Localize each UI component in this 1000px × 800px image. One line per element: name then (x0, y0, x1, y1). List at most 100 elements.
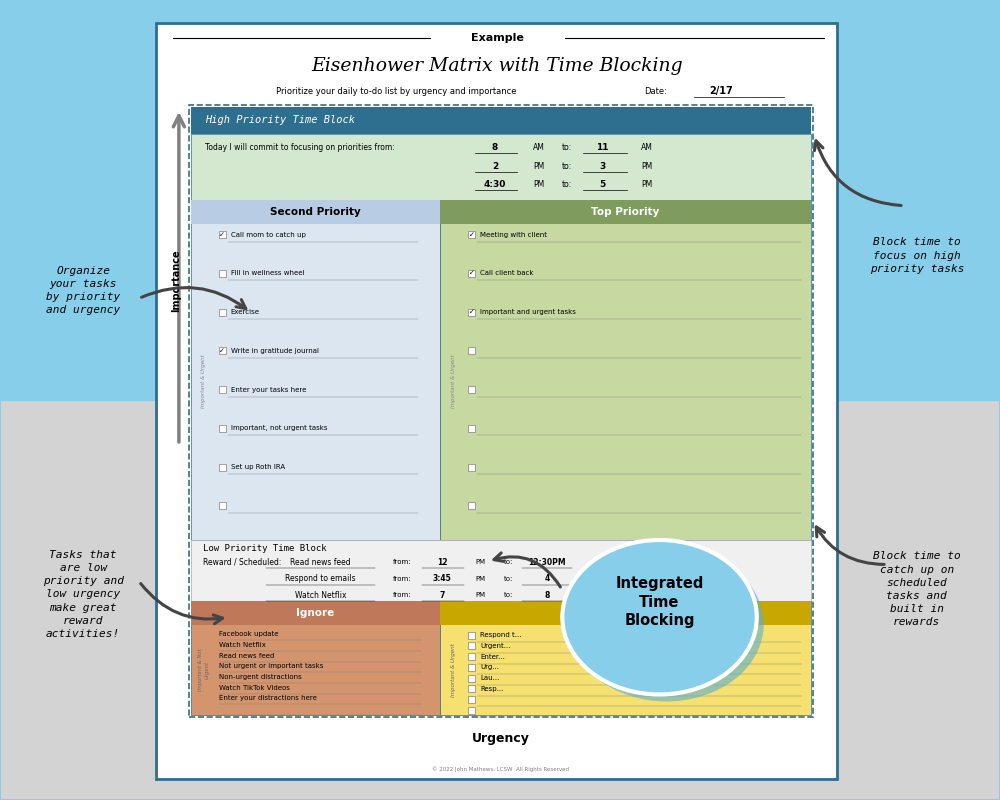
Text: Write in gratitude journal: Write in gratitude journal (231, 348, 319, 354)
Text: 4:30: 4:30 (484, 180, 506, 190)
Ellipse shape (569, 547, 764, 702)
Text: Meeting with client: Meeting with client (480, 231, 547, 238)
Text: 5: 5 (600, 180, 606, 190)
Text: Not urgent or important tasks: Not urgent or important tasks (219, 663, 323, 670)
Bar (156, 23, 837, 778)
Text: © 2022 John Mathews, LCSW  All Rights Reserved: © 2022 John Mathews, LCSW All Rights Res… (432, 766, 568, 771)
Text: 3: 3 (600, 162, 606, 171)
Text: Important, not urgent tasks: Important, not urgent tasks (231, 426, 327, 431)
Text: to:: to: (504, 576, 513, 582)
Ellipse shape (562, 540, 757, 694)
Bar (468, 231, 475, 238)
Text: Ignore: Ignore (296, 608, 335, 618)
Bar (468, 386, 475, 393)
Text: Date:: Date: (645, 86, 667, 95)
Text: ✓: ✓ (219, 348, 225, 354)
Text: 2/17: 2/17 (709, 86, 733, 96)
Text: Schedule for Later: Schedule for Later (571, 608, 680, 618)
Bar (468, 696, 475, 703)
Bar (440, 602, 811, 715)
Text: Eisenhower Matrix with Time Blocking: Eisenhower Matrix with Time Blocking (311, 57, 683, 75)
Bar (468, 706, 475, 714)
Text: AM: AM (533, 143, 545, 152)
Bar (468, 347, 475, 354)
Text: Integrated
Time
Blocking: Integrated Time Blocking (615, 576, 704, 628)
Text: Prioritize your daily to-do list by urgency and importance: Prioritize your daily to-do list by urge… (276, 86, 516, 95)
Bar (191, 134, 811, 200)
Bar (191, 107, 811, 134)
Bar (191, 539, 811, 602)
Text: 8: 8 (544, 591, 550, 600)
Text: High Priority Time Block: High Priority Time Block (205, 115, 355, 126)
Text: Urg...: Urg... (480, 664, 499, 670)
Text: PM: PM (475, 576, 485, 582)
Text: Call client back: Call client back (480, 270, 534, 276)
Bar (468, 632, 475, 638)
Bar (468, 642, 475, 650)
Text: AM: AM (641, 143, 653, 152)
Text: Watch TikTok Videos: Watch TikTok Videos (219, 685, 290, 690)
Text: to:: to: (504, 559, 513, 566)
Bar (191, 200, 440, 539)
Text: 4: 4 (544, 574, 549, 583)
Text: Resp...: Resp... (480, 686, 503, 692)
Bar (191, 602, 440, 626)
Text: PM: PM (580, 592, 590, 598)
Bar (468, 502, 475, 510)
Text: Block time to
focus on high
priority tasks: Block time to focus on high priority tas… (870, 238, 964, 274)
Text: Exercise: Exercise (231, 309, 260, 315)
Text: Enter your tasks here: Enter your tasks here (231, 386, 306, 393)
Text: from:: from: (393, 559, 412, 566)
Text: 7: 7 (439, 591, 445, 600)
Text: Respond t...: Respond t... (480, 632, 522, 638)
Bar (468, 270, 475, 277)
Text: Watch Netflix: Watch Netflix (295, 591, 346, 600)
Text: Set up Roth IRA: Set up Roth IRA (231, 464, 285, 470)
Bar (440, 602, 811, 626)
Text: PM: PM (533, 180, 545, 190)
Bar (440, 200, 811, 539)
Text: ✓: ✓ (469, 270, 475, 276)
Text: PM: PM (533, 162, 545, 171)
Text: Low Priority Time Block: Low Priority Time Block (203, 544, 326, 553)
Text: Second Priority: Second Priority (270, 206, 361, 217)
Text: 11: 11 (596, 143, 609, 152)
Text: PM: PM (641, 180, 652, 190)
Text: Organize
your tasks
by priority
and urgency: Organize your tasks by priority and urge… (46, 266, 120, 315)
Text: 12: 12 (437, 558, 447, 567)
Text: to:: to: (562, 143, 572, 152)
Text: Today I will commit to focusing on priorities from:: Today I will commit to focusing on prior… (205, 143, 395, 152)
Text: Read news feed: Read news feed (219, 653, 274, 658)
Bar (1, 400, 999, 798)
Text: Block time to
catch up on
scheduled
tasks and
built in
rewards: Block time to catch up on scheduled task… (873, 551, 961, 627)
Text: Example: Example (471, 34, 523, 43)
Text: Top Priority: Top Priority (591, 206, 660, 217)
Text: 2: 2 (492, 162, 498, 171)
Bar (219, 425, 226, 432)
Text: Reward / Scheduled:: Reward / Scheduled: (203, 558, 281, 567)
Text: Importance: Importance (171, 249, 181, 312)
Text: Enter your distractions here: Enter your distractions here (219, 695, 317, 702)
Text: PM: PM (580, 576, 590, 582)
Text: 12:30PM: 12:30PM (528, 558, 566, 567)
Text: ✓: ✓ (469, 309, 475, 315)
Text: Fill in wellness wheel: Fill in wellness wheel (231, 270, 304, 276)
Text: ✓: ✓ (469, 231, 475, 238)
Bar (219, 231, 226, 238)
Text: to:: to: (562, 180, 572, 190)
Bar (468, 686, 475, 692)
Bar (219, 463, 226, 470)
Text: Important & Urgent: Important & Urgent (451, 354, 456, 409)
Text: Lau...: Lau... (480, 675, 499, 681)
Bar (468, 309, 475, 315)
Bar (189, 105, 813, 717)
Text: ✓: ✓ (219, 231, 225, 238)
Text: PM: PM (475, 592, 485, 598)
Text: from:: from: (393, 576, 412, 582)
Bar (219, 270, 226, 277)
Bar (468, 425, 475, 432)
Bar (1, 2, 999, 400)
Text: Non-urgent distractions: Non-urgent distractions (219, 674, 302, 680)
Bar (191, 602, 440, 715)
Text: PM: PM (641, 162, 652, 171)
